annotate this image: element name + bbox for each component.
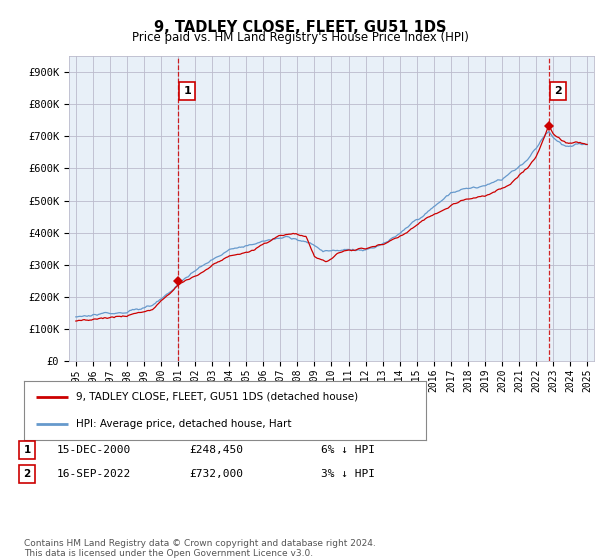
Text: 2: 2 bbox=[554, 86, 562, 96]
Text: 9, TADLEY CLOSE, FLEET, GU51 1DS (detached house): 9, TADLEY CLOSE, FLEET, GU51 1DS (detach… bbox=[76, 391, 358, 402]
Text: £248,450: £248,450 bbox=[189, 445, 243, 455]
Text: 15-DEC-2000: 15-DEC-2000 bbox=[57, 445, 131, 455]
Text: 16-SEP-2022: 16-SEP-2022 bbox=[57, 469, 131, 479]
Text: HPI: Average price, detached house, Hart: HPI: Average price, detached house, Hart bbox=[76, 419, 292, 429]
Text: 9, TADLEY CLOSE, FLEET, GU51 1DS: 9, TADLEY CLOSE, FLEET, GU51 1DS bbox=[154, 20, 446, 35]
Text: Price paid vs. HM Land Registry's House Price Index (HPI): Price paid vs. HM Land Registry's House … bbox=[131, 31, 469, 44]
Text: 3% ↓ HPI: 3% ↓ HPI bbox=[321, 469, 375, 479]
Text: 6% ↓ HPI: 6% ↓ HPI bbox=[321, 445, 375, 455]
Text: Contains HM Land Registry data © Crown copyright and database right 2024.
This d: Contains HM Land Registry data © Crown c… bbox=[24, 539, 376, 558]
Text: 2: 2 bbox=[23, 469, 31, 479]
Text: £732,000: £732,000 bbox=[189, 469, 243, 479]
Text: 1: 1 bbox=[23, 445, 31, 455]
Text: 1: 1 bbox=[183, 86, 191, 96]
